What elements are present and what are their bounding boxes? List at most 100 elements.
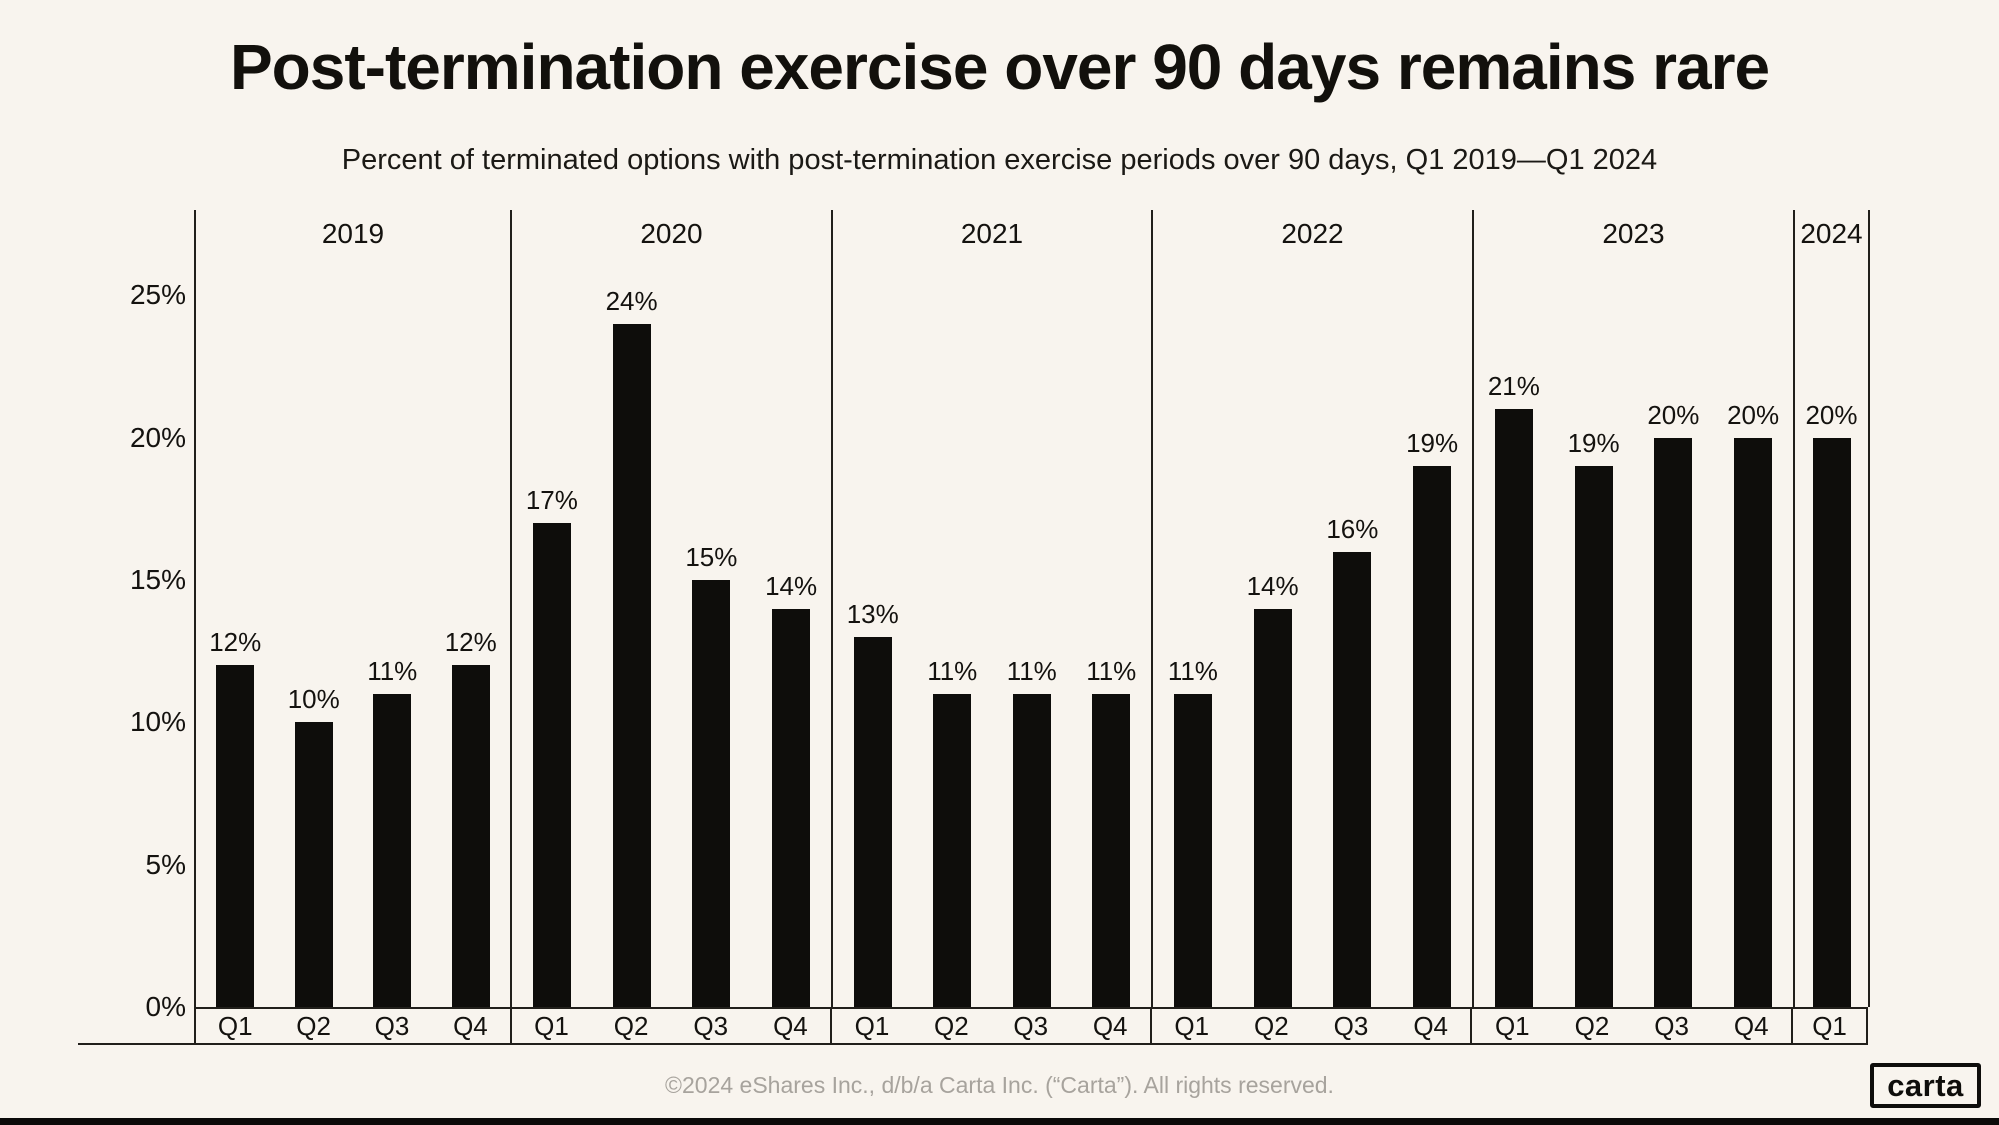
chart-title: Post-termination exercise over 90 days r… xyxy=(229,31,1770,103)
bar-slot-Q4-2021: 11% xyxy=(1072,210,1152,1007)
quarter-label: Q4 xyxy=(453,1010,488,1041)
quarter-label: Q3 xyxy=(374,1010,410,1041)
bar-value-label: 14% xyxy=(765,570,818,601)
y-tick-label: 5% xyxy=(145,848,186,880)
quarter-label: Q2 xyxy=(296,1010,331,1041)
bar xyxy=(1333,551,1372,1007)
bar-value-label: 11% xyxy=(367,655,418,686)
bar-value-label: 20% xyxy=(1647,399,1700,430)
bar xyxy=(1012,693,1051,1007)
bar xyxy=(532,523,571,1007)
bar xyxy=(1654,437,1693,1007)
quarter-band-group-2020: Q1 Q2 Q3 Q4 xyxy=(512,1009,833,1043)
bar-value-label: 12% xyxy=(209,627,262,658)
year-label: 2021 xyxy=(960,218,1024,249)
bar xyxy=(216,665,255,1007)
y-tick-label: 15% xyxy=(129,564,186,596)
bar-value-label: 10% xyxy=(287,684,340,715)
quarter-band-group-2021: Q1 Q2 Q3 Q4 xyxy=(832,1009,1152,1043)
axis-baseline-stub xyxy=(78,1043,196,1045)
bar-value-label: 20% xyxy=(1805,399,1858,430)
quarter-label: Q3 xyxy=(1333,1010,1369,1041)
bar-value-label: 20% xyxy=(1727,399,1780,430)
year-group-2021: 2021 13% 11% 11% 11% xyxy=(833,210,1153,1007)
year-label: 2022 xyxy=(1281,218,1344,249)
bar xyxy=(1494,409,1533,1007)
bar xyxy=(294,722,333,1007)
bar-slot-Q1-2019: 12% xyxy=(196,210,275,1007)
bar xyxy=(853,636,892,1007)
quarter-band-group-2024: Q1 xyxy=(1793,1009,1868,1043)
bar-slot-Q3-2020: 15% xyxy=(672,210,752,1007)
quarter-label: Q1 xyxy=(1812,1010,1847,1041)
bar-slot-Q2-2022: 14% xyxy=(1233,210,1313,1007)
bar-value-label: 11% xyxy=(927,655,978,686)
year-label: 2020 xyxy=(640,218,703,249)
bar xyxy=(772,608,811,1007)
bar-value-label: 12% xyxy=(444,627,497,658)
bar-slot-Q1-2022: 11% xyxy=(1153,210,1233,1007)
quarter-label: Q2 xyxy=(1574,1010,1610,1041)
quarter-label: Q4 xyxy=(773,1010,808,1041)
quarter-label: Q1 xyxy=(534,1010,569,1041)
bar xyxy=(1413,466,1452,1007)
quarter-label: Q3 xyxy=(1013,1010,1049,1041)
carta-logo-text: carta xyxy=(1887,1067,1964,1103)
bar-slot-Q1-2023: 21% xyxy=(1474,210,1554,1007)
bar-value-label: 17% xyxy=(525,485,578,516)
bar-slot-Q4-2019: 12% xyxy=(432,210,511,1007)
quarter-label: Q1 xyxy=(854,1010,890,1041)
bar-value-label: 11% xyxy=(1086,655,1137,686)
bar-slot-Q3-2023: 20% xyxy=(1634,210,1714,1007)
bar-slot-Q3-2021: 11% xyxy=(992,210,1072,1007)
bar-value-label: 19% xyxy=(1406,428,1459,459)
year-label: 2024 xyxy=(1800,218,1863,249)
bar-value-label: 19% xyxy=(1567,428,1620,459)
year-label: 2019 xyxy=(321,218,385,249)
bar xyxy=(1574,466,1613,1007)
bar-value-label: 14% xyxy=(1246,570,1299,601)
chart-subtitle: Percent of terminated options with post-… xyxy=(341,144,1658,176)
bar-slot-Q3-2019: 11% xyxy=(353,210,432,1007)
year-group-2019: 2019 12% 10% 11% 12% xyxy=(196,210,512,1007)
quarter-band-group-2022: Q1 Q2 Q3 Q4 xyxy=(1152,1009,1473,1043)
bar xyxy=(933,693,972,1007)
quarter-label: Q2 xyxy=(613,1010,649,1041)
y-tick-label: 25% xyxy=(129,279,186,311)
year-group-2020: 2020 17% 24% 15% 14% xyxy=(512,210,833,1007)
quarter-label: Q2 xyxy=(934,1010,969,1041)
bar xyxy=(1253,608,1292,1007)
bar-value-label: 16% xyxy=(1326,513,1379,544)
quarter-band-group-2023: Q1 Q2 Q3 Q4 xyxy=(1472,1009,1794,1043)
quarter-label: Q4 xyxy=(1413,1010,1448,1041)
year-group-2024: 2024 20% xyxy=(1795,210,1870,1007)
bar xyxy=(1173,693,1212,1007)
bar-slot-Q2-2019: 10% xyxy=(275,210,354,1007)
bar xyxy=(451,665,490,1007)
bar xyxy=(1812,437,1851,1007)
quarter-label: Q3 xyxy=(1654,1010,1689,1041)
bar-slot-Q3-2022: 16% xyxy=(1313,210,1393,1007)
quarter-band-group-2019: Q1 Q2 Q3 Q4 xyxy=(196,1009,512,1043)
y-tick-label: 20% xyxy=(129,421,186,453)
bar-slot-Q2-2023: 19% xyxy=(1554,210,1634,1007)
bar-slot-Q1-2024: 20% xyxy=(1795,210,1868,1007)
year-group-2022: 2022 11% 14% 16% 19% xyxy=(1153,210,1474,1007)
y-tick-label: 0% xyxy=(145,991,186,1022)
bar xyxy=(373,693,412,1007)
bar-slot-Q4-2023: 20% xyxy=(1713,210,1793,1007)
plot-area: 2019 12% 10% 11% 12% 2020 17% 24% 15% 14% 2021 13% 1… xyxy=(194,210,1870,1007)
bar xyxy=(1734,437,1773,1007)
bar-value-label: 11% xyxy=(1167,655,1218,686)
bar-slot-Q1-2020: 17% xyxy=(512,210,592,1007)
copyright-text: ©2024 eShares Inc., d/b/a Carta Inc. (“C… xyxy=(665,1072,1334,1098)
bar xyxy=(692,580,731,1007)
bar-value-label: 13% xyxy=(846,598,899,629)
bar-value-label: 21% xyxy=(1487,371,1540,402)
quarter-label: Q4 xyxy=(1092,1010,1128,1041)
bar-value-label: 24% xyxy=(605,285,658,316)
bar-slot-Q1-2021: 13% xyxy=(833,210,913,1007)
quarter-label: Q2 xyxy=(1254,1010,1289,1041)
bar xyxy=(612,323,651,1007)
